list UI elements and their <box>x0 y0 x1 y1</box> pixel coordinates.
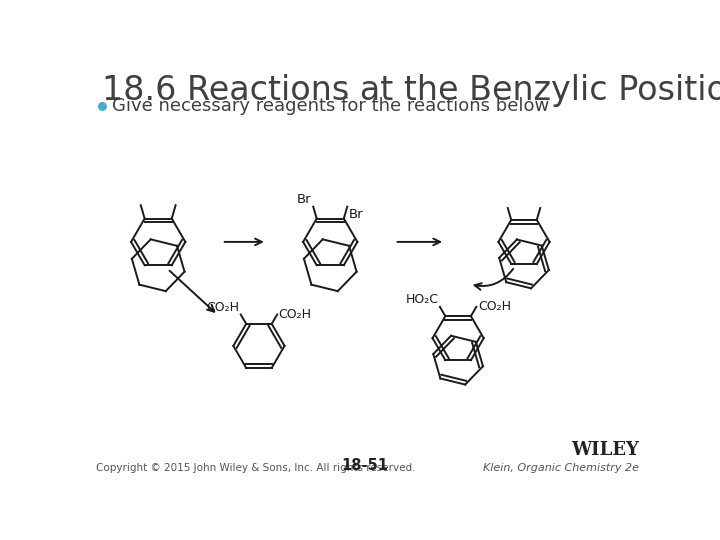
Text: Br: Br <box>297 193 312 206</box>
Text: Klein, Organic Chemistry 2e: Klein, Organic Chemistry 2e <box>482 463 639 473</box>
Text: Give necessary reagents for the reactions below: Give necessary reagents for the reaction… <box>112 97 549 114</box>
Text: CO₂H: CO₂H <box>478 300 511 313</box>
Text: HO₂C: HO₂C <box>405 293 438 306</box>
Text: Copyright © 2015 John Wiley & Sons, Inc. All rights reserved.: Copyright © 2015 John Wiley & Sons, Inc.… <box>96 463 415 473</box>
Text: 18-51: 18-51 <box>341 458 389 473</box>
Text: CO₂H: CO₂H <box>279 308 312 321</box>
Text: Br: Br <box>348 208 364 221</box>
Text: CO₂H: CO₂H <box>206 301 239 314</box>
Text: 18.6 Reactions at the Benzylic Position: 18.6 Reactions at the Benzylic Position <box>102 74 720 107</box>
Text: WILEY: WILEY <box>571 441 639 459</box>
